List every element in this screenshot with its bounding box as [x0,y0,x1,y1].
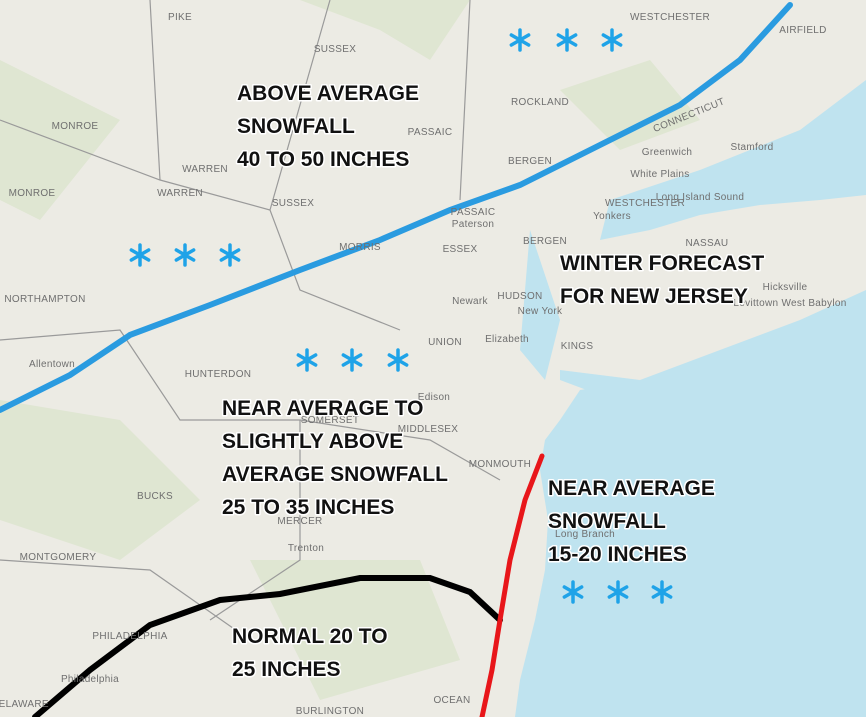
place-labels: PIKE SUSSEX WESTCHESTER AIRFIELD ROCKLAND MON… [0,12,846,717]
forecast-text: NEAR AVERAGE [548,477,715,500]
forecast-text: 25 TO 35 INCHES [222,496,394,519]
forecast-text: ABOVE AVERAGE [237,82,419,105]
place-label: BURLINGTON [296,706,364,717]
snow-boundary-south [32,575,503,717]
bay [520,230,640,395]
place-label: PHILADELPHIA [92,631,167,642]
place-label: PIKE [168,12,192,23]
place-label: WESTCHESTER [605,198,685,209]
place-label: Elizabeth [485,334,529,345]
forecast-text: NEAR AVERAGE TO [222,397,423,420]
place-label: MIDDLESEX [398,424,459,435]
place-label: AIRFIELD [779,25,826,36]
place-label: Trenton [288,543,324,554]
place-label: MORRIS [339,242,381,253]
place-label: KINGS [561,341,594,352]
forecast-text: FOR NEW JERSEY [560,285,748,308]
snow-star [556,28,578,52]
place-label: UNION [428,337,462,348]
place-label: HUNTERDON [185,369,252,380]
forecast-text: SNOWFALL [237,115,355,138]
place-label: DELAWARE [0,699,49,710]
place-label: MONROE [52,121,99,132]
annotations: ABOVE AVERAGE SNOWFALL 40 TO 50 INCHES WINT… [221,81,766,683]
place-label: Yonkers [593,211,631,222]
forecast-text: 40 TO 50 INCHES [237,148,409,171]
forest [0,0,700,700]
forecast-text: NORMAL 20 TO [232,625,388,648]
place-label: NORTHAMPTON [4,294,85,305]
forecast-text: AVERAGE SNOWFALL [222,463,448,486]
place-label: ROCKLAND [511,97,569,108]
place-label: SUSSEX [272,198,314,209]
place-label: Paterson [452,219,494,230]
snow-star [174,243,196,267]
forecast-text: 25 INCHES [232,658,341,681]
snow-star [651,580,673,604]
place-label: PASSAIC [451,207,496,218]
place-label: NASSAU [686,238,729,249]
snow-star [129,243,151,267]
snow-star [387,348,409,372]
place-label: Newark [452,296,488,307]
place-label: ESSEX [443,244,478,255]
place-label: Greenwich [642,147,693,158]
place-label: BERGEN [508,156,552,167]
place-label: Edison [418,392,450,403]
forecast-text: WINTER FORECAST [560,252,764,275]
place-label: WESTCHESTER [630,12,710,23]
forecast-text: SLIGHTLY ABOVE [222,430,403,453]
snow-star [562,580,584,604]
snow-boundary-north [0,2,793,413]
snow-symbols [129,28,673,604]
place-label: White Plains [630,169,689,180]
forecast-text: 15-20 INCHES [548,543,687,566]
place-label: PASSAIC [408,127,453,138]
place-label: MERCER [277,516,322,527]
county-borders [0,0,501,641]
place-label: Long Branch [555,529,615,540]
place-label: SUSSEX [314,44,356,55]
place-label: Hicksville [763,282,808,293]
snow-star [341,348,363,372]
place-label: BERGEN [523,236,567,247]
snow-star [296,348,318,372]
sound [600,80,866,240]
snow-star [601,28,623,52]
place-label: WARREN [157,188,203,199]
place-label: Allentown [29,359,75,370]
place-label: Stamford [731,142,774,153]
place-label: HUDSON [497,291,542,302]
place-label: BUCKS [137,491,173,502]
place-label: Philadelphia [61,674,119,685]
ocean [515,290,866,717]
snow-boundary-coast [479,453,545,717]
place-label: SOMERSET [301,415,360,426]
place-label: MONROE [9,188,56,199]
place-label: WARREN [182,164,228,175]
snow-star [509,28,531,52]
place-label: New York [518,306,563,317]
place-label: MONTGOMERY [20,552,97,563]
snow-star [607,580,629,604]
place-label: OCEAN [433,695,470,706]
place-label: Levittown West Babylon [733,298,846,309]
place-label: Long Island Sound [656,192,745,203]
place-label: MONMOUTH [469,459,531,470]
forecast-text: SNOWFALL [548,510,666,533]
snow-star [219,243,241,267]
